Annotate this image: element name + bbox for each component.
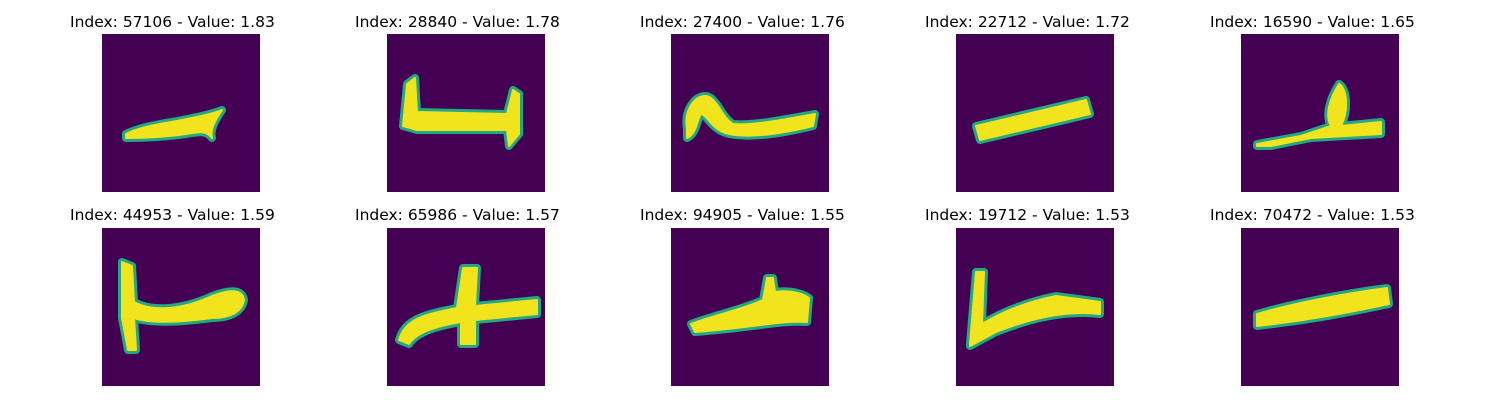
stroke-core — [1256, 83, 1382, 147]
digit-image — [387, 228, 545, 386]
digit-image — [956, 34, 1114, 192]
glyph-4-image — [956, 34, 1114, 192]
image-background — [1241, 34, 1399, 192]
digit-image — [671, 34, 829, 192]
glyph-8-image — [671, 228, 829, 386]
digit-image — [1241, 228, 1399, 386]
panel-title: Index: 44953 - Value: 1.59 — [70, 206, 275, 224]
digit-image — [102, 34, 260, 192]
stroke-core — [398, 267, 538, 345]
stroke-core — [690, 277, 810, 333]
stroke-core — [975, 99, 1091, 141]
glyph-7-image — [387, 228, 545, 386]
panel-title: Index: 70472 - Value: 1.53 — [1210, 206, 1415, 224]
digit-image — [102, 228, 260, 386]
panel-title: Index: 22712 - Value: 1.72 — [925, 13, 1130, 31]
panel-title: Index: 65986 - Value: 1.57 — [355, 206, 560, 224]
stroke-core — [121, 261, 245, 351]
digit-image — [387, 34, 545, 192]
panel-title: Index: 27400 - Value: 1.76 — [640, 13, 845, 31]
glyph-9-image — [956, 228, 1114, 386]
glyph-10-image — [1241, 228, 1399, 386]
stroke-core — [402, 77, 520, 147]
panel-title: Index: 57106 - Value: 1.83 — [70, 13, 275, 31]
image-background — [102, 34, 260, 192]
stroke-core — [1256, 287, 1390, 327]
panel-title: Index: 28840 - Value: 1.78 — [355, 13, 560, 31]
glyph-1-image — [102, 34, 260, 192]
digit-image — [956, 228, 1114, 386]
stroke-core — [125, 109, 223, 139]
glyph-2-image — [387, 34, 545, 192]
panel-title: Index: 16590 - Value: 1.65 — [1210, 13, 1415, 31]
digit-image — [1241, 34, 1399, 192]
glyph-6-image — [102, 228, 260, 386]
panel-title: Index: 19712 - Value: 1.53 — [925, 206, 1130, 224]
digit-image — [671, 228, 829, 386]
stroke-core — [685, 95, 816, 139]
glyph-5-image — [1241, 34, 1399, 192]
glyph-3-image — [671, 34, 829, 192]
panel-title: Index: 94905 - Value: 1.55 — [640, 206, 845, 224]
stroke-core — [969, 271, 1101, 347]
